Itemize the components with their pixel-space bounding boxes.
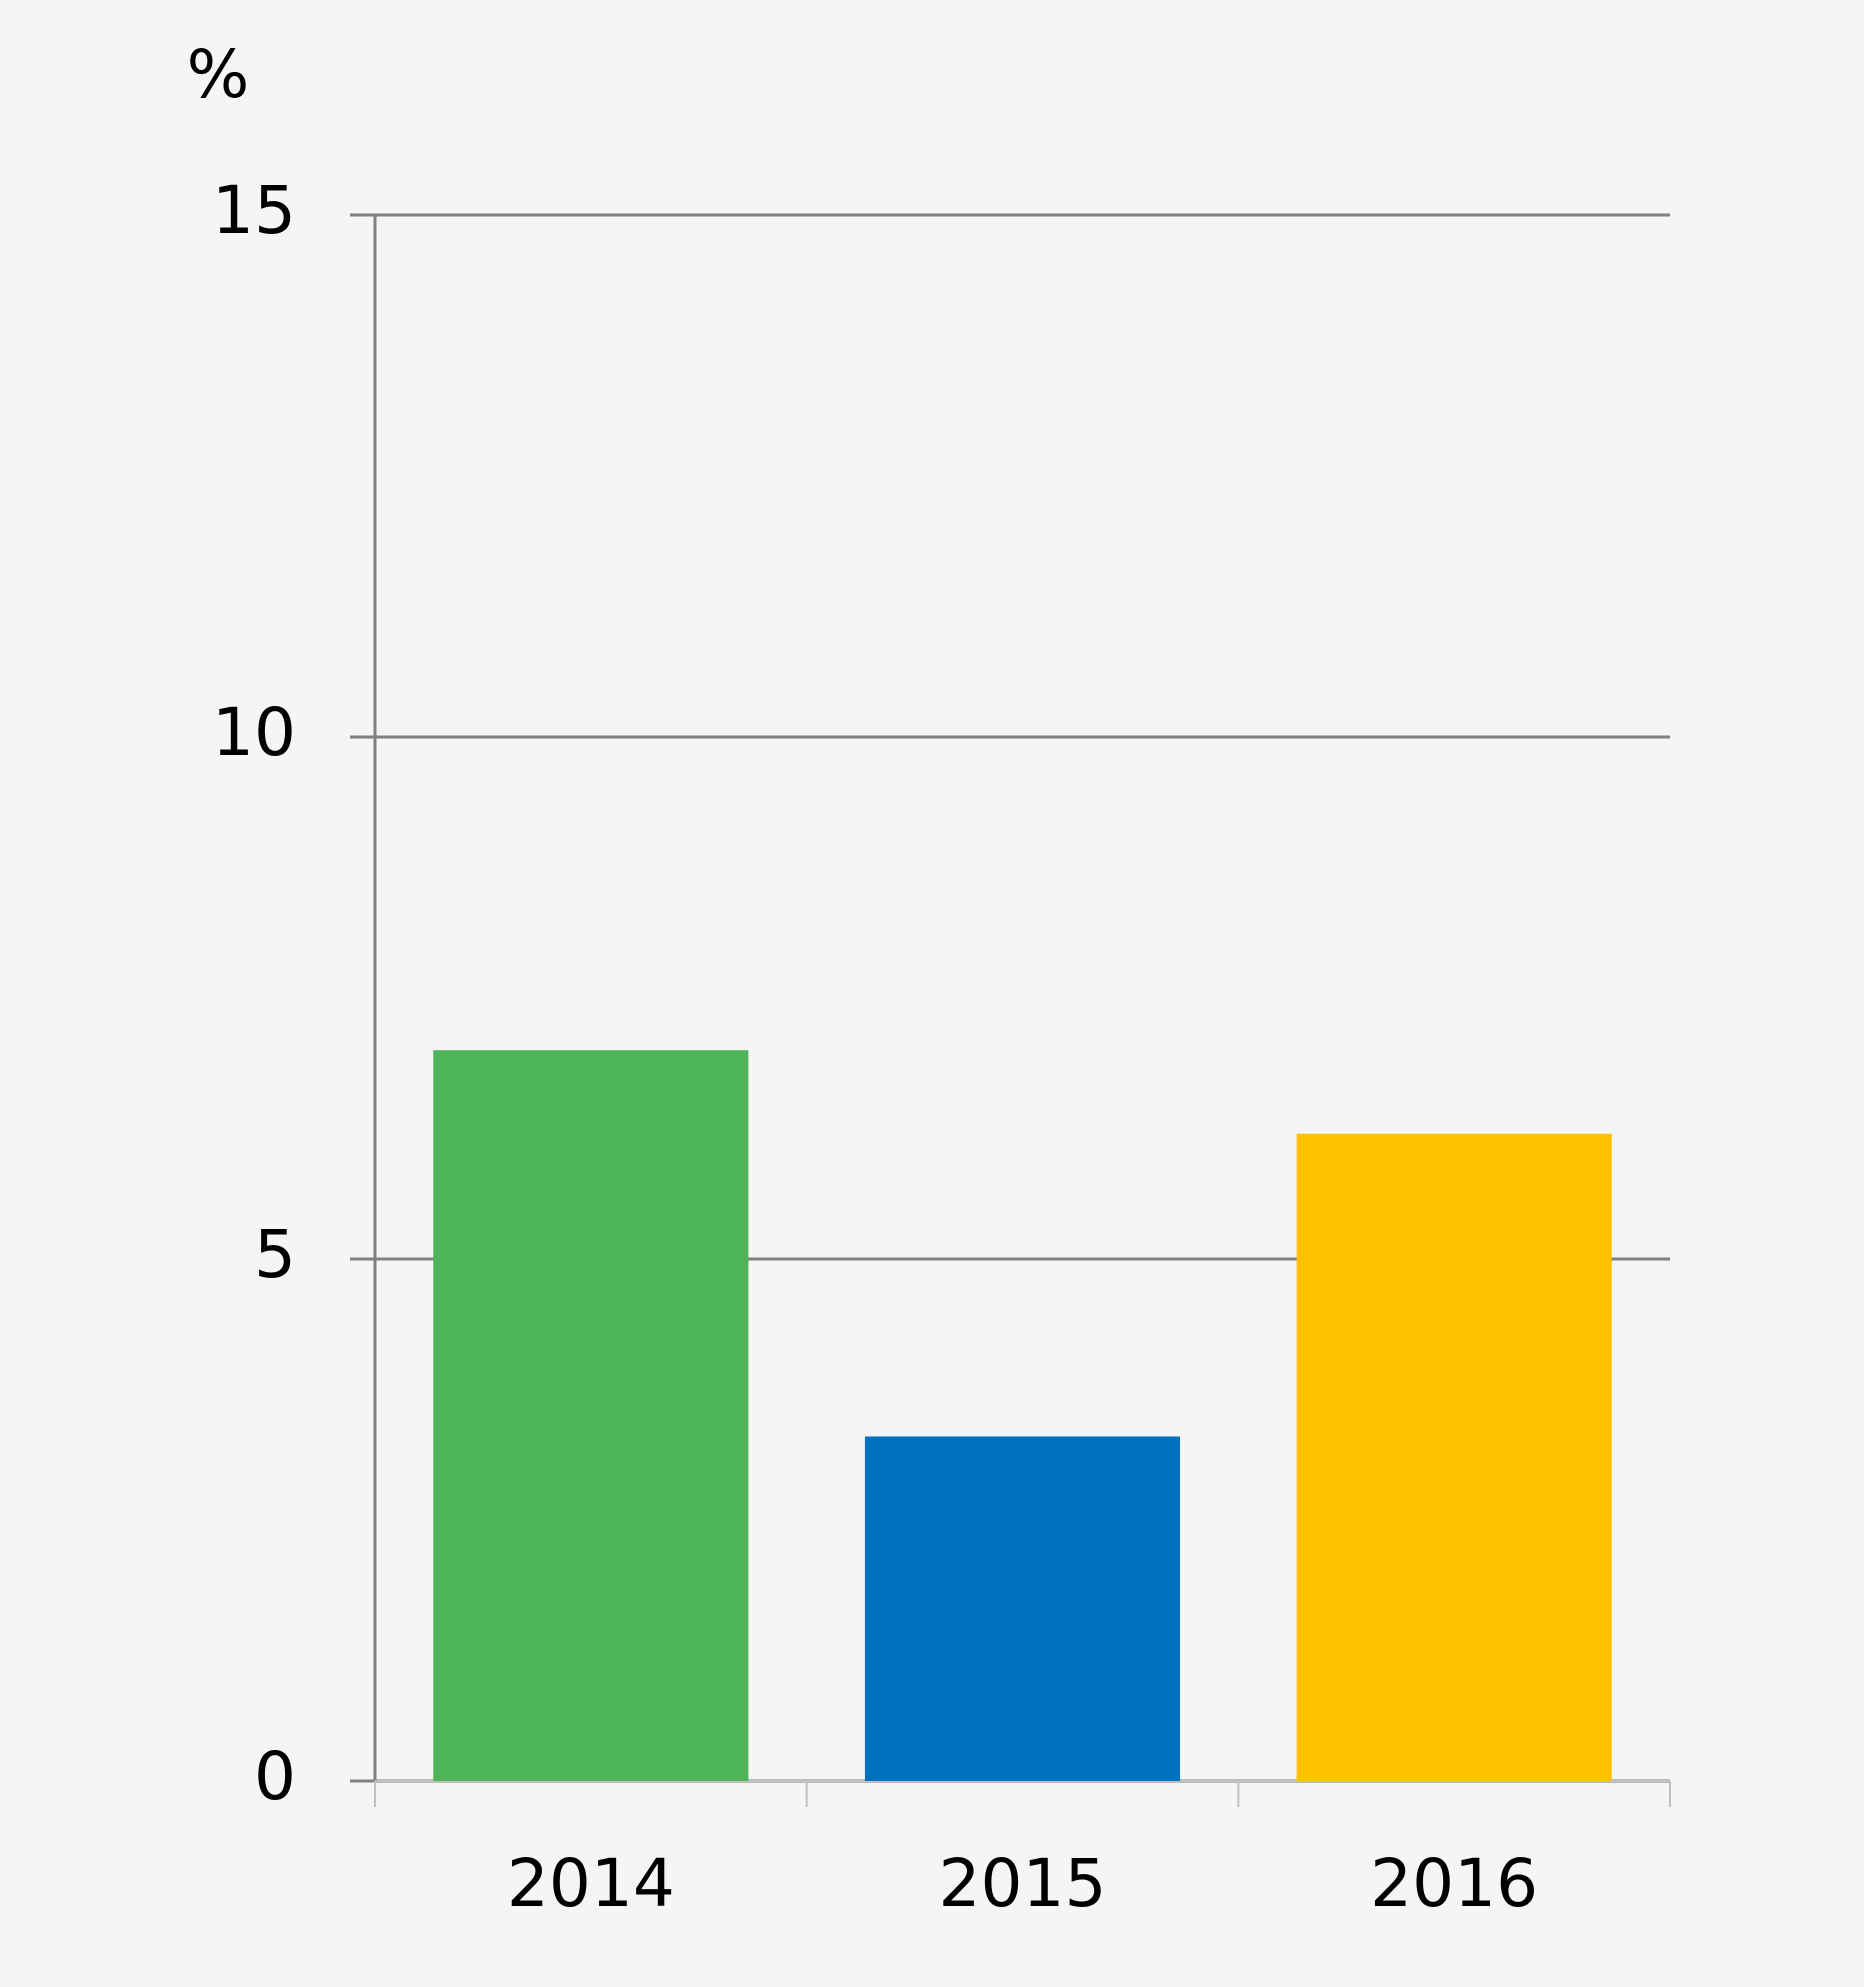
y-tick-label: 15 (212, 172, 296, 249)
x-tick-label: 2015 (939, 1845, 1107, 1922)
x-tick-label: 2016 (1370, 1845, 1538, 1922)
bar (433, 1050, 749, 1781)
bar (864, 1436, 1181, 1781)
y-axis-label: % (187, 36, 250, 113)
y-tick-label: 10 (212, 694, 296, 771)
bar (1296, 1133, 1612, 1781)
x-tick-label: 2014 (507, 1845, 675, 1922)
y-tick-label: 0 (254, 1738, 296, 1815)
y-tick-label: 5 (254, 1216, 296, 1293)
